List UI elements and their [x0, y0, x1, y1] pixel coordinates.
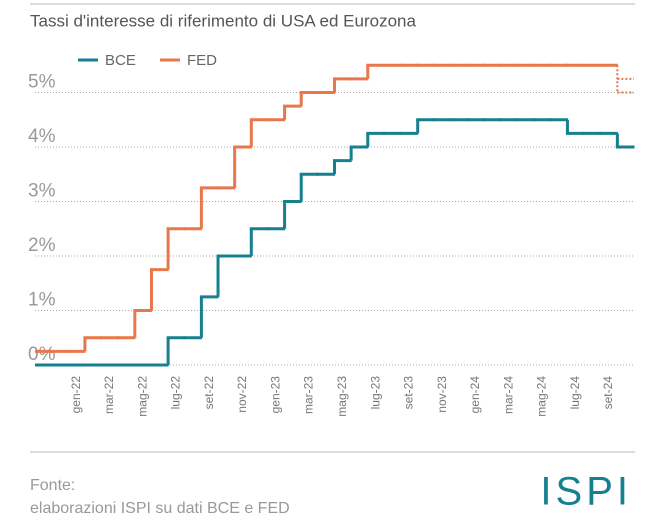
x-tick-label: gen-24	[468, 376, 482, 414]
x-tick-label: set-23	[402, 376, 416, 410]
y-tick-label: 2%	[28, 235, 56, 256]
x-tick-label: lug-22	[169, 376, 183, 410]
x-tick-label: gen-22	[69, 376, 83, 414]
source-label: Fonte:	[30, 477, 75, 494]
y-tick-label: 0%	[28, 344, 56, 365]
x-tick-label: mar-23	[302, 376, 316, 414]
legend-label: FED	[187, 52, 217, 69]
x-tick-label: set-22	[202, 376, 216, 410]
x-tick-label: gen-23	[268, 376, 282, 414]
y-tick-label: 4%	[28, 126, 56, 147]
legend-label: BCE	[105, 52, 136, 69]
source: elaborazioni ISPI su dati BCE e FED	[30, 500, 290, 517]
chart-title: Tassi d'interesse di riferimento di USA …	[30, 11, 416, 30]
x-tick-label: lug-24	[568, 376, 582, 410]
logo: ISPI	[540, 470, 632, 514]
x-tick-label: mag-22	[135, 376, 149, 417]
x-tick-label: nov-22	[235, 376, 249, 413]
x-tick-label: mag-24	[535, 376, 549, 417]
y-tick-label: 1%	[28, 290, 56, 311]
x-tick-label: nov-23	[435, 376, 449, 413]
x-tick-label: set-24	[601, 376, 615, 410]
x-tick-label: mar-22	[102, 376, 116, 414]
x-tick-label: mag-23	[335, 376, 349, 417]
y-tick-label: 5%	[28, 72, 56, 93]
x-tick-label: mar-24	[501, 376, 515, 414]
y-tick-label: 3%	[28, 181, 56, 202]
x-tick-label: lug-23	[368, 376, 382, 410]
